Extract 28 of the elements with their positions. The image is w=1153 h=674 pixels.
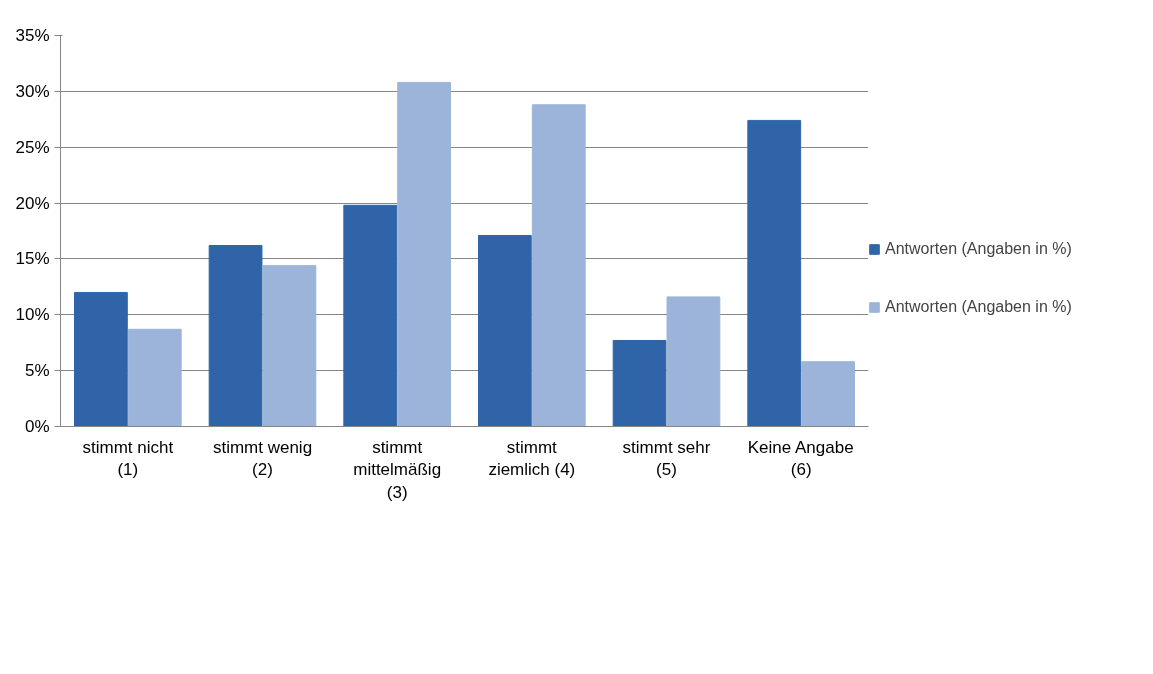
- bar: [747, 119, 802, 427]
- x-tick-label: stimmt mittelmäßig (3): [353, 437, 442, 503]
- bar: [801, 361, 855, 427]
- legend-label: Antworten (Angaben in %): [885, 240, 1072, 258]
- bar: [74, 291, 128, 427]
- bar: [478, 234, 532, 427]
- x-tick-label: stimmt sehr (5): [622, 437, 711, 480]
- y-tick-label: 20%: [15, 193, 50, 213]
- y-tick-label: 10%: [15, 305, 50, 325]
- x-tick-label: stimmt wenig (2): [212, 437, 313, 480]
- x-tick-label: Keine Angabe (6): [747, 437, 854, 480]
- bar: [262, 265, 317, 427]
- y-tick-label: 5%: [24, 361, 50, 381]
- legend-label: Antworten (Angaben in %): [885, 298, 1072, 316]
- x-tick-label: stimmt ziemlich (4): [488, 437, 576, 480]
- bar: [343, 204, 398, 427]
- y-tick-label: 0%: [24, 417, 50, 436]
- bar: [531, 104, 586, 427]
- y-tick-label: 25%: [15, 137, 50, 157]
- bar: [397, 81, 451, 427]
- y-tick-label: 15%: [15, 249, 50, 269]
- bar: [208, 245, 263, 427]
- y-tick-label: 30%: [15, 81, 50, 101]
- bar: [612, 339, 667, 427]
- x-tick-label: stimmt nicht (1): [82, 437, 174, 480]
- bar: [127, 328, 182, 427]
- y-tick-label: 35%: [15, 26, 50, 45]
- bar: [666, 296, 721, 427]
